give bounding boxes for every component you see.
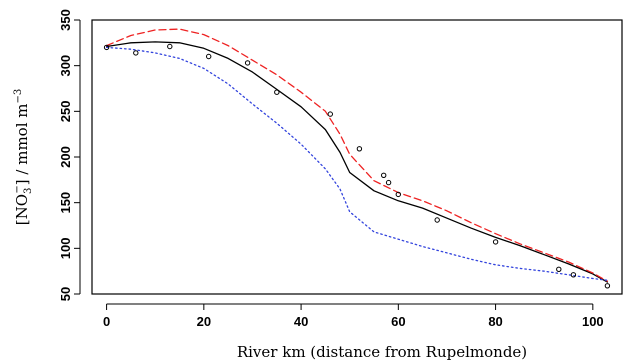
y-title-open: [NO — [13, 194, 31, 225]
y-tick-label: 100 — [58, 237, 73, 259]
observation-point — [244, 60, 251, 66]
x-tick-label: 20 — [197, 314, 211, 329]
observation-point — [167, 43, 173, 50]
observation-point — [570, 272, 577, 278]
y-title-subscript: 3 — [23, 188, 34, 194]
series-line-dashed — [105, 28, 609, 282]
y-tick-label: 250 — [58, 100, 73, 122]
x-tick-label: 40 — [294, 314, 308, 329]
observation-point — [381, 172, 387, 179]
observation-point — [103, 44, 110, 51]
series-line-dotted — [105, 46, 609, 281]
observation-point — [395, 191, 401, 198]
y-title-exponent: −3 — [13, 89, 24, 104]
y-tick-label: 150 — [58, 192, 73, 214]
observation-point — [327, 111, 333, 117]
y-axis-title: [NO3−] / mmol m−3 — [12, 89, 34, 226]
axis-titles: River km (distance from Rupelmonde) [NO3… — [12, 89, 527, 361]
y-tick-label: 350 — [58, 9, 73, 31]
observation-point — [434, 217, 440, 223]
axes: 0 20 40 60 80 100 50 100 150 200 250 300 350 — [58, 9, 604, 329]
series-line-solid — [105, 41, 609, 283]
x-tick-label: 60 — [391, 314, 405, 329]
observation-point — [133, 50, 139, 56]
observation-point — [604, 283, 611, 289]
y-tick-label: 50 — [58, 287, 73, 301]
observation-point — [556, 266, 562, 272]
y-title-close: ] / mmol m — [13, 103, 31, 185]
plot-box — [91, 19, 623, 295]
observation-point — [206, 53, 212, 60]
y-tick-label: 300 — [58, 55, 73, 77]
observations — [103, 43, 611, 289]
y-title-superscript: − — [12, 185, 23, 193]
y-axis-title-group: [NO3−] / mmol m−3 — [12, 89, 34, 226]
x-tick-label: 80 — [488, 314, 502, 329]
x-tick-label: 100 — [582, 314, 604, 329]
x-axis-title: River km (distance from Rupelmonde) — [237, 343, 527, 361]
series-lines — [105, 28, 609, 283]
observation-point — [274, 89, 280, 95]
observation-point — [492, 239, 499, 245]
observation-point — [385, 179, 392, 186]
y-tick-label: 200 — [58, 146, 73, 168]
x-tick-label: 0 — [103, 314, 110, 329]
observation-point — [356, 146, 363, 152]
